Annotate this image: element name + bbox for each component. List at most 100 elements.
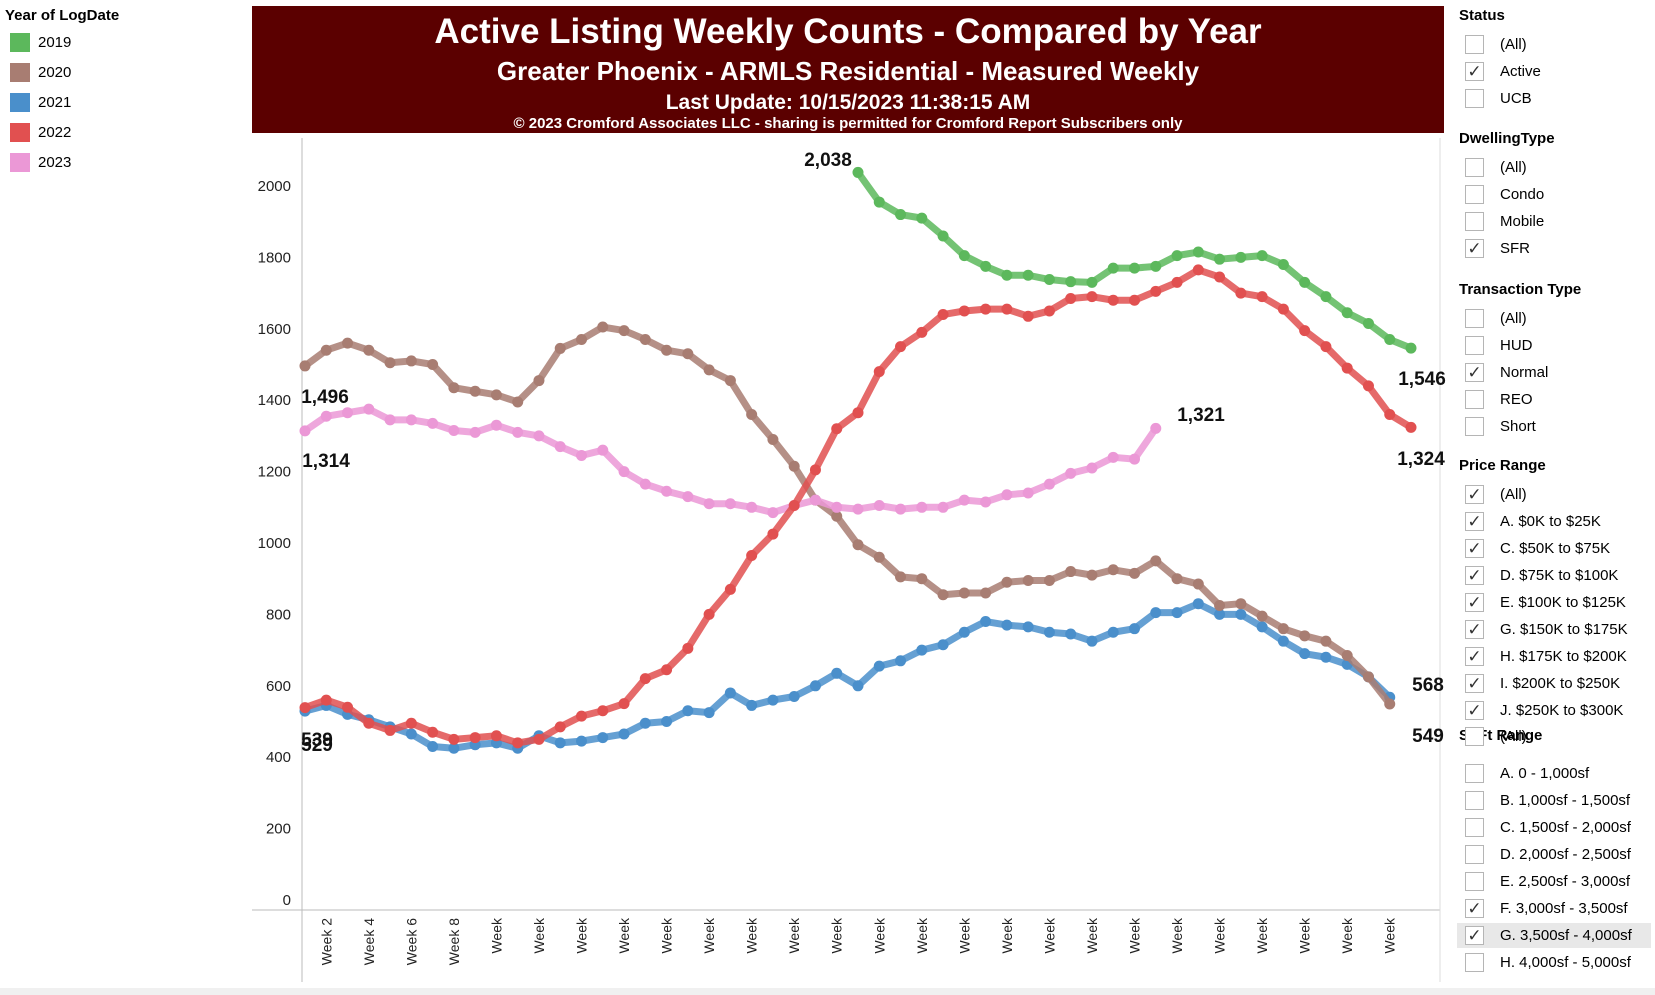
data-point-2021 <box>1299 648 1311 660</box>
filter-option[interactable]: ✓ I. $200K to $250K <box>1457 671 1651 696</box>
checkbox[interactable] <box>1465 309 1484 328</box>
filter-option[interactable]: C. 1,500sf - 2,000sf <box>1457 815 1651 840</box>
filter-option[interactable]: (All) <box>1457 724 1651 749</box>
filter-option[interactable]: ✓ G. $150K to $175K <box>1457 617 1651 642</box>
checkbox[interactable] <box>1465 89 1484 108</box>
data-point-2022 <box>788 500 800 512</box>
data-point-2023 <box>533 430 545 442</box>
legend-item-2019[interactable]: 2019 <box>10 32 71 52</box>
data-point-2021 <box>958 626 970 638</box>
filter-option[interactable]: Condo <box>1457 182 1651 207</box>
filter-option[interactable]: ✓ Normal <box>1457 360 1651 385</box>
data-point-2023 <box>873 500 885 512</box>
filter-option[interactable]: Short <box>1457 414 1651 439</box>
filter-option[interactable]: ✓ E. $100K to $125K <box>1457 590 1651 615</box>
filter-option[interactable]: D. 2,000sf - 2,500sf <box>1457 842 1651 867</box>
filter-option-label: Short <box>1500 418 1536 435</box>
data-point-2023 <box>1065 467 1077 479</box>
data-point-2020 <box>1341 649 1353 661</box>
filter-option[interactable]: ✓ J. $250K to $300K <box>1457 698 1651 723</box>
filter-option[interactable]: REO <box>1457 387 1651 412</box>
data-point-2022 <box>937 309 949 321</box>
filter-option-label: UCB <box>1500 90 1532 107</box>
checked-checkbox[interactable]: ✓ <box>1465 363 1484 382</box>
filter-option[interactable]: ✓ Active <box>1457 59 1651 84</box>
checkbox[interactable] <box>1465 872 1484 891</box>
legend-label: 2019 <box>38 33 72 51</box>
data-point-2019 <box>1107 262 1119 274</box>
series-line-2021 <box>301 600 1394 752</box>
filter-option[interactable]: (All) <box>1457 32 1651 57</box>
filter-option[interactable]: ✓ C. $50K to $75K <box>1457 536 1651 561</box>
data-point-2020 <box>1150 555 1162 567</box>
checked-checkbox[interactable]: ✓ <box>1465 647 1484 666</box>
checkbox[interactable] <box>1465 791 1484 810</box>
filter-title: Transaction Type <box>1459 281 1582 298</box>
data-point-2019 <box>1129 262 1140 274</box>
checked-checkbox[interactable]: ✓ <box>1465 926 1484 945</box>
checked-checkbox[interactable]: ✓ <box>1465 701 1484 720</box>
checkbox[interactable] <box>1465 390 1484 409</box>
checkbox[interactable] <box>1465 727 1484 746</box>
filter-option[interactable]: (All) <box>1457 306 1651 331</box>
filter-option[interactable]: ✓ A. $0K to $25K <box>1457 509 1651 534</box>
checked-checkbox[interactable]: ✓ <box>1465 620 1484 639</box>
data-label: 539 <box>301 730 333 751</box>
x-tick-label: Week <box>1297 917 1313 954</box>
filter-option[interactable]: B. 1,000sf - 1,500sf <box>1457 788 1651 813</box>
data-point-2022 <box>1086 291 1098 303</box>
data-point-2022 <box>1065 292 1077 304</box>
checkbox[interactable] <box>1465 336 1484 355</box>
legend-item-2022[interactable]: 2022 <box>10 122 71 142</box>
x-tick-label: Week <box>1127 917 1143 954</box>
filter-option-label: Active <box>1500 63 1541 80</box>
filter-option[interactable]: H. 4,000sf - 5,000sf <box>1457 950 1651 975</box>
data-point-2021 <box>1107 626 1119 638</box>
checked-checkbox[interactable]: ✓ <box>1465 539 1484 558</box>
checked-checkbox[interactable]: ✓ <box>1465 674 1484 693</box>
checked-checkbox[interactable]: ✓ <box>1465 239 1484 258</box>
checkbox[interactable] <box>1465 417 1484 436</box>
filter-option[interactable]: ✓ F. 3,000sf - 3,500sf <box>1457 896 1651 921</box>
checked-checkbox[interactable]: ✓ <box>1465 512 1484 531</box>
checked-checkbox[interactable]: ✓ <box>1465 593 1484 612</box>
filter-option[interactable]: A. 0 - 1,000sf <box>1457 761 1651 786</box>
data-point-2021 <box>937 639 949 651</box>
checkbox[interactable] <box>1465 185 1484 204</box>
data-point-2021 <box>1171 607 1183 619</box>
data-point-2023 <box>320 410 332 422</box>
checked-checkbox[interactable]: ✓ <box>1465 62 1484 81</box>
checkbox[interactable] <box>1465 35 1484 54</box>
legend-item-2020[interactable]: 2020 <box>10 62 71 82</box>
checkbox[interactable] <box>1465 953 1484 972</box>
checked-checkbox[interactable]: ✓ <box>1465 566 1484 585</box>
filter-option[interactable]: ✓ SFR <box>1457 236 1651 261</box>
data-point-2022 <box>469 732 481 744</box>
filter-option[interactable]: HUD <box>1457 333 1651 358</box>
filter-option[interactable]: E. 2,500sf - 3,000sf <box>1457 869 1651 894</box>
x-tick-label: Week <box>871 917 887 954</box>
filter-option[interactable]: UCB <box>1457 86 1651 111</box>
checked-checkbox[interactable]: ✓ <box>1465 485 1484 504</box>
checkbox[interactable] <box>1465 818 1484 837</box>
legend-item-2023[interactable]: 2023 <box>10 152 71 172</box>
filter-option[interactable]: (All) <box>1457 155 1651 180</box>
data-point-2023 <box>937 501 949 513</box>
checkbox[interactable] <box>1465 212 1484 231</box>
filter-option-label: E. 2,500sf - 3,000sf <box>1500 873 1631 890</box>
filter-option[interactable]: ✓ (All) <box>1457 482 1651 507</box>
checkbox[interactable] <box>1465 764 1484 783</box>
filter-option[interactable]: ✓ H. $175K to $200K <box>1457 644 1651 669</box>
filter-option-label: HUD <box>1500 337 1533 354</box>
checkbox[interactable] <box>1465 845 1484 864</box>
line-chart: 0 200 400 600 800 1000 1200 1400 1600 1800 2000 Wee… <box>252 138 1446 982</box>
checked-checkbox[interactable]: ✓ <box>1465 899 1484 918</box>
data-point-2023 <box>384 414 396 426</box>
legend-item-2021[interactable]: 2021 <box>10 92 71 112</box>
filter-option[interactable]: ✓ D. $75K to $100K <box>1457 563 1651 588</box>
filter-option-label: H. 4,000sf - 5,000sf <box>1500 954 1631 971</box>
checkbox[interactable] <box>1465 158 1484 177</box>
data-point-2023 <box>767 507 779 519</box>
filter-option[interactable]: ✓ G. 3,500sf - 4,000sf <box>1457 923 1651 948</box>
filter-option[interactable]: Mobile <box>1457 209 1651 234</box>
